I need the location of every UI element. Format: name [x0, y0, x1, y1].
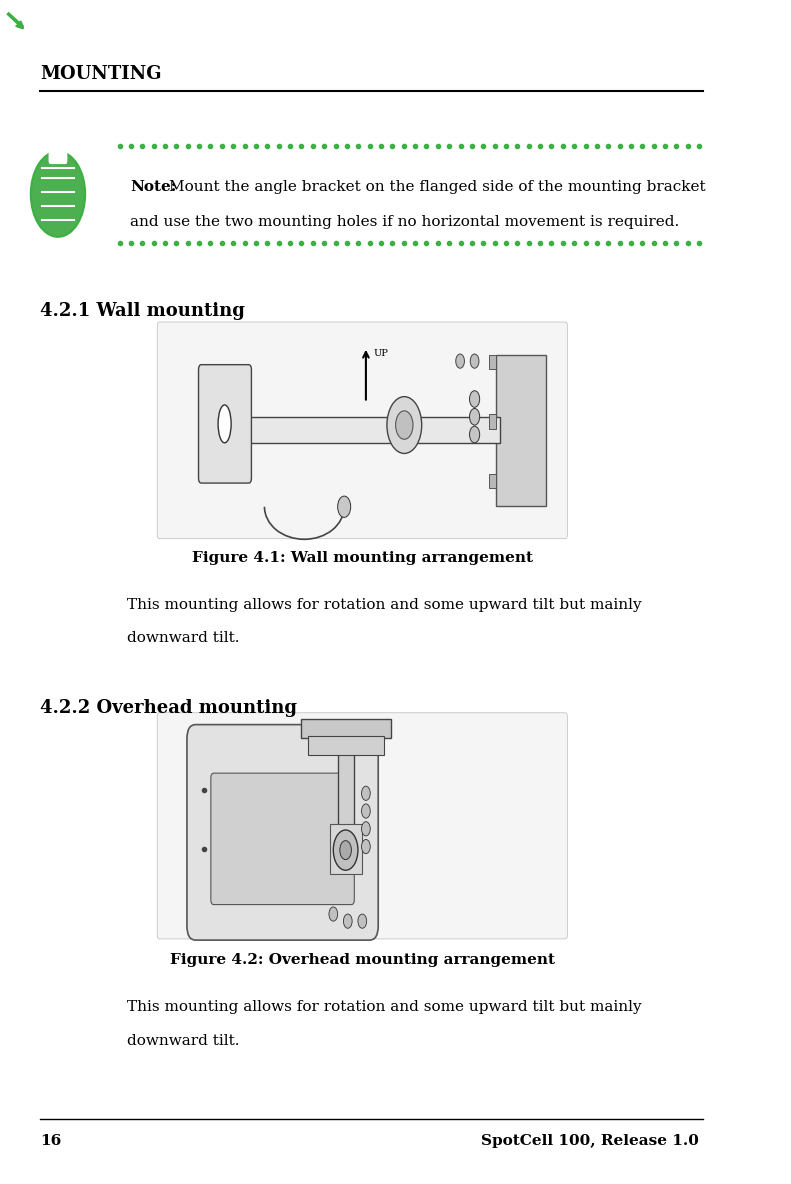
FancyBboxPatch shape: [199, 365, 252, 483]
Circle shape: [361, 822, 370, 836]
Text: downward tilt.: downward tilt.: [127, 1034, 240, 1048]
Circle shape: [470, 426, 479, 443]
Text: MOUNTING: MOUNTING: [40, 65, 161, 83]
Bar: [489, 414, 496, 429]
Bar: [489, 355, 496, 369]
Bar: [229, 417, 500, 443]
FancyBboxPatch shape: [49, 149, 66, 163]
Circle shape: [333, 830, 358, 870]
Text: Mount the angle bracket on the flanged side of the mounting bracket: Mount the angle bracket on the flanged s…: [168, 180, 706, 194]
Circle shape: [396, 411, 413, 439]
FancyBboxPatch shape: [187, 725, 378, 940]
Bar: [330, 824, 362, 874]
Circle shape: [329, 907, 338, 921]
FancyBboxPatch shape: [157, 322, 567, 539]
Text: 16: 16: [40, 1134, 61, 1148]
Text: Figure 4.1: Wall mounting arrangement: Figure 4.1: Wall mounting arrangement: [191, 551, 533, 565]
Text: downward tilt.: downward tilt.: [127, 631, 240, 645]
Text: This mounting allows for rotation and some upward tilt but mainly: This mounting allows for rotation and so…: [127, 1000, 642, 1015]
Bar: [308, 736, 384, 755]
Circle shape: [387, 397, 422, 453]
FancyBboxPatch shape: [211, 773, 354, 905]
FancyBboxPatch shape: [157, 713, 567, 939]
Ellipse shape: [218, 405, 231, 443]
Circle shape: [470, 354, 479, 368]
Circle shape: [470, 408, 479, 425]
Bar: [496, 355, 546, 506]
Text: Note:: Note:: [131, 180, 177, 194]
Circle shape: [361, 839, 370, 854]
Bar: [338, 732, 354, 829]
Circle shape: [343, 914, 352, 928]
Text: 4.2.2 Overhead mounting: 4.2.2 Overhead mounting: [40, 699, 297, 716]
Bar: [489, 474, 496, 488]
Circle shape: [340, 841, 351, 860]
Text: Figure 4.2: Overhead mounting arrangement: Figure 4.2: Overhead mounting arrangemen…: [170, 953, 554, 967]
Circle shape: [456, 354, 464, 368]
Circle shape: [358, 914, 367, 928]
Text: and use the two mounting holes if no horizontal movement is required.: and use the two mounting holes if no hor…: [131, 215, 679, 230]
Text: 4.2.1 Wall mounting: 4.2.1 Wall mounting: [40, 302, 244, 320]
Text: SpotCell 100, Release 1.0: SpotCell 100, Release 1.0: [482, 1134, 699, 1148]
Circle shape: [338, 496, 350, 517]
Circle shape: [361, 786, 370, 800]
Text: UP: UP: [373, 349, 388, 359]
Ellipse shape: [31, 152, 85, 237]
Bar: [301, 719, 392, 738]
Circle shape: [361, 804, 370, 818]
Circle shape: [470, 391, 479, 407]
Text: This mounting allows for rotation and some upward tilt but mainly: This mounting allows for rotation and so…: [127, 598, 642, 612]
